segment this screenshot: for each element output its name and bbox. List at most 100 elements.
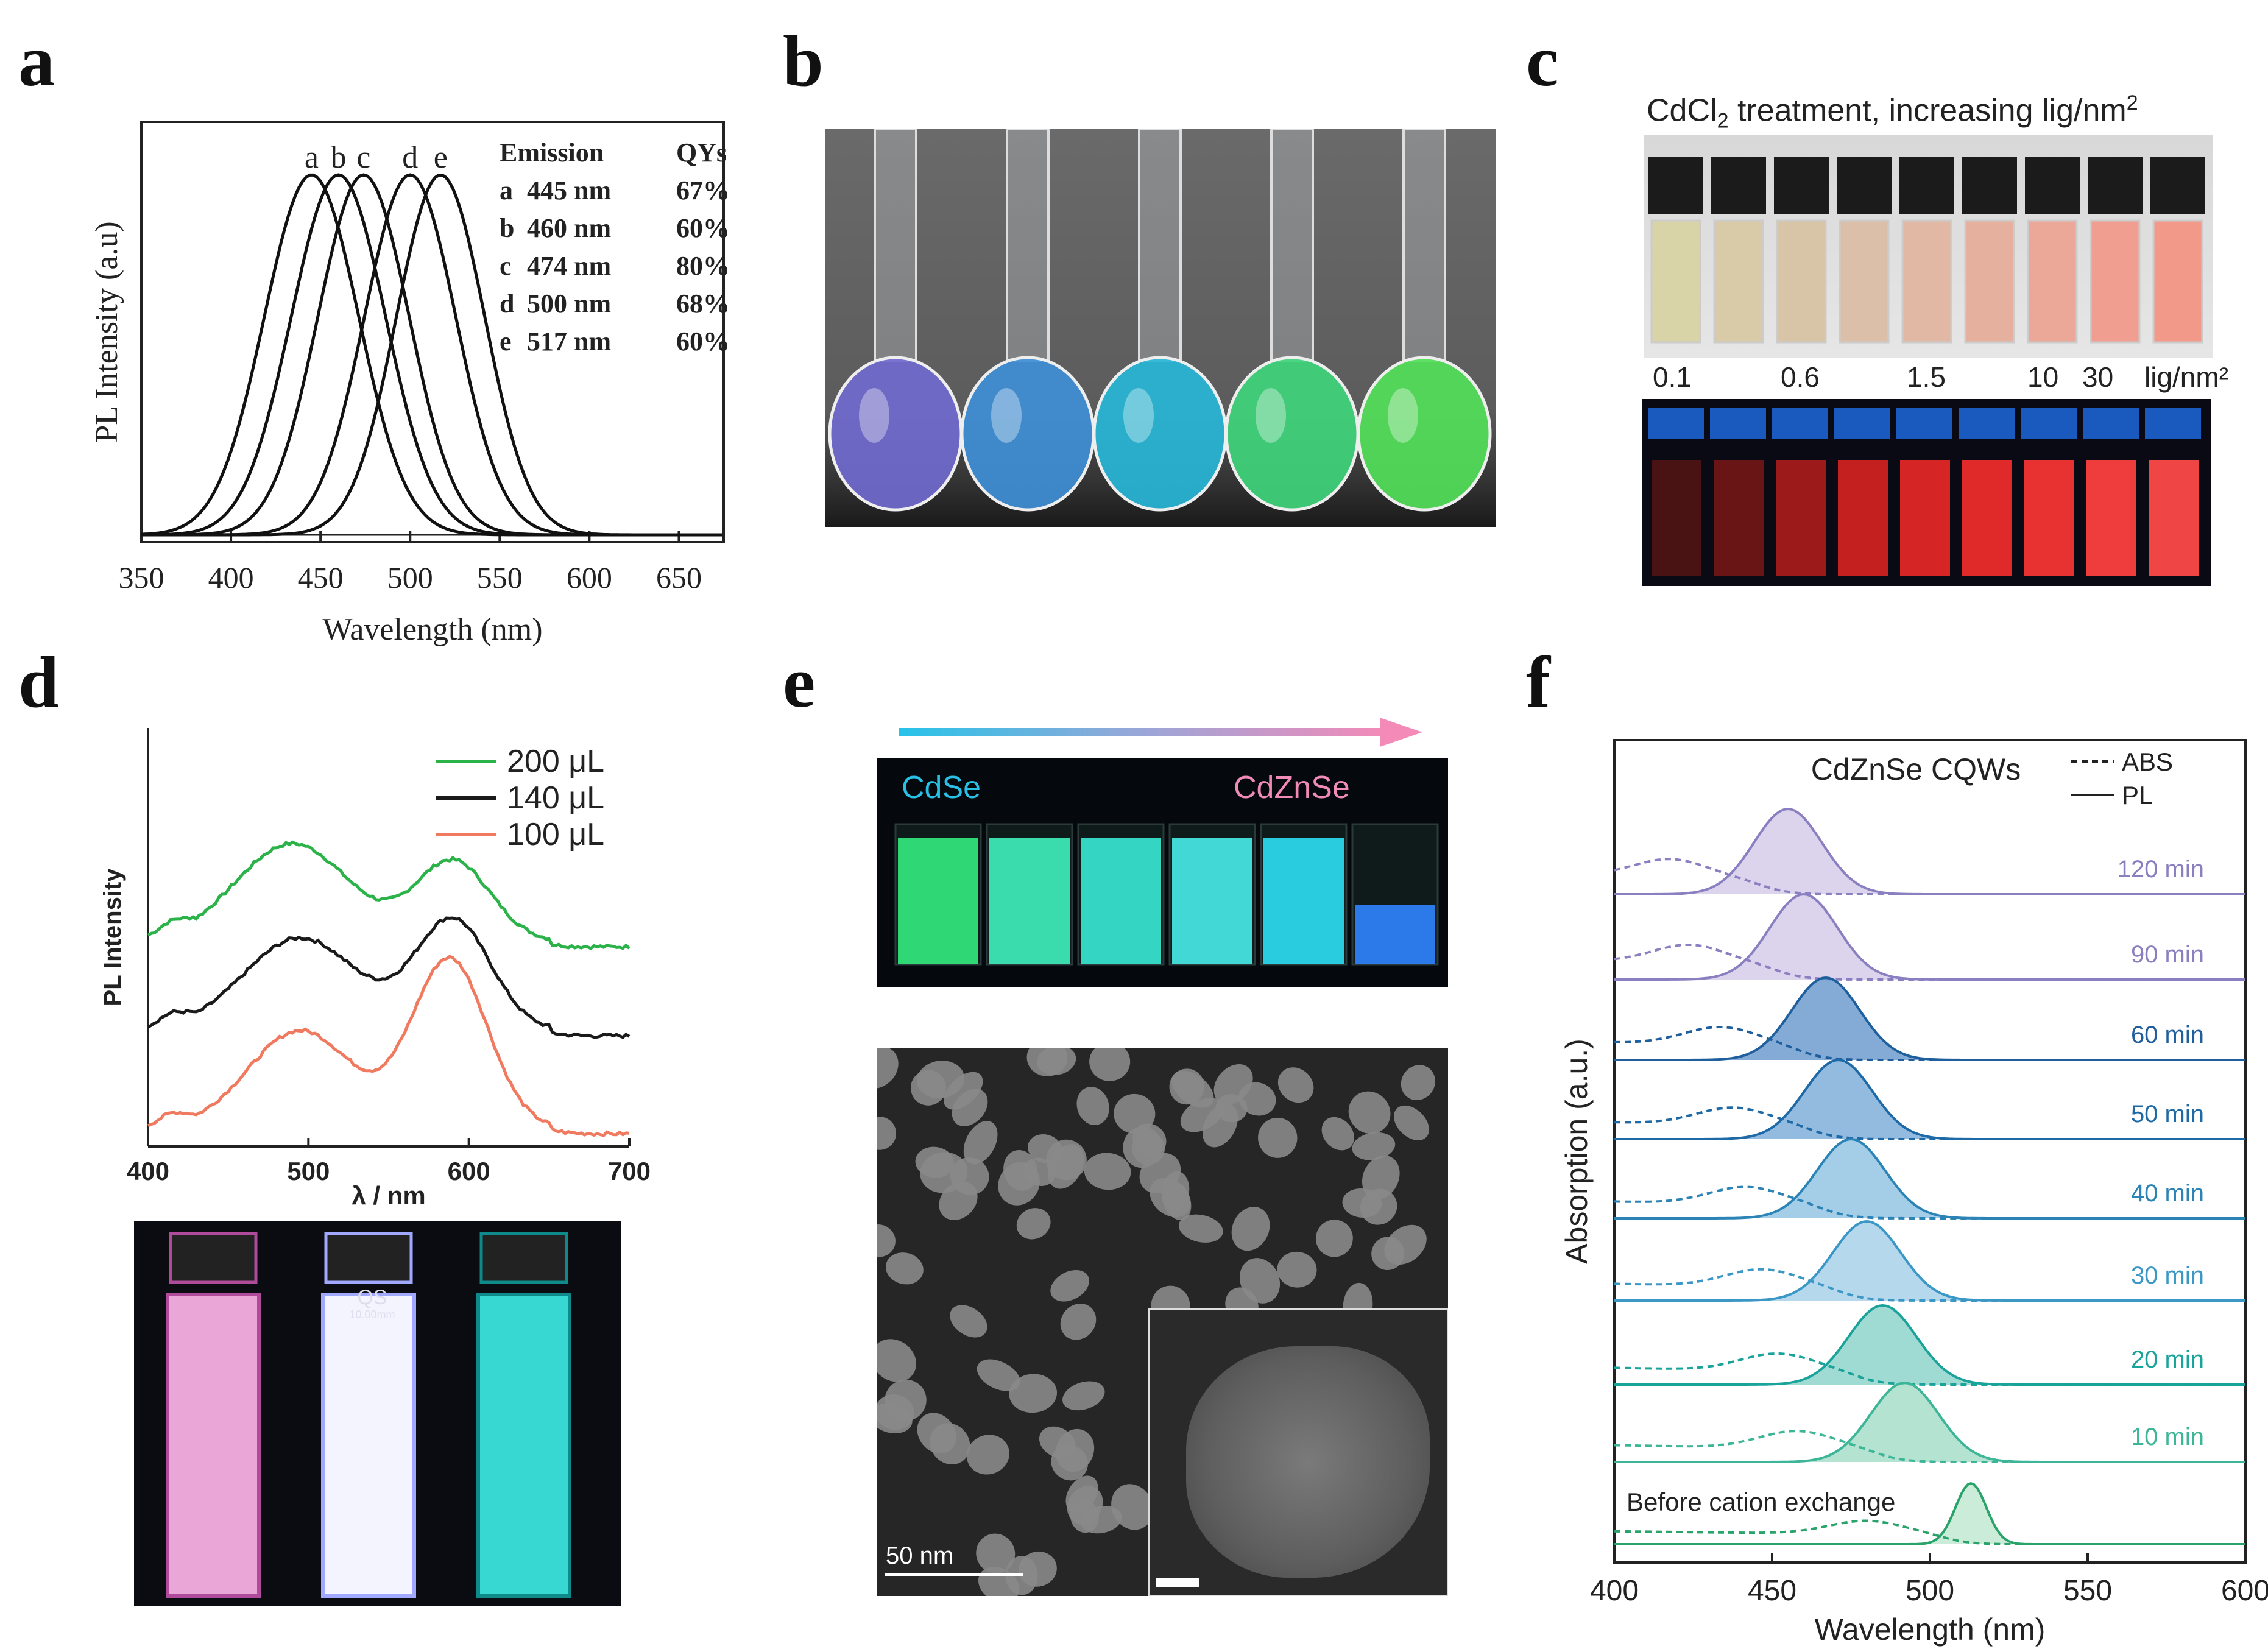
uv-cuvette-body: [1838, 460, 1888, 576]
nanoplatelet: [1239, 1258, 1281, 1304]
series-label-120 min: 120 min: [2118, 856, 2204, 883]
nanoplatelet: [1003, 1149, 1038, 1191]
nanoplatelet: [1178, 1214, 1223, 1243]
panel-label-e: e: [783, 641, 816, 722]
cuvette-cap: [1962, 157, 2017, 214]
nanoplatelet: [1315, 1220, 1353, 1257]
legend-label-140 μL: 140 μL: [507, 780, 604, 816]
panel-label-f: f: [1526, 641, 1550, 722]
peak-label-b: b: [331, 140, 347, 175]
cuvette-cap: [1711, 157, 1766, 214]
nanoplatelet: [944, 1072, 983, 1110]
flask-neck: [1270, 129, 1314, 362]
table-header-emission: Emission: [500, 138, 604, 168]
cuvette-body: [2152, 219, 2203, 344]
nanoplatelet: [976, 1533, 1016, 1573]
table-row-emission: 445 nm: [527, 175, 611, 205]
y-axis-label-f: Absorption (a.u.): [1560, 1039, 1594, 1264]
pl-fill-90 min: [1614, 894, 2245, 980]
series-label-60 min: 60 min: [2131, 1022, 2204, 1048]
cuvette-label-sub: 10.00mm: [349, 1308, 395, 1321]
x-tick-label-f: 450: [1748, 1575, 1796, 1607]
cuvette-label-qs: QS: [357, 1286, 387, 1309]
table-header-qys: QYs: [676, 138, 727, 168]
uv-cuvette-body: [2149, 460, 2199, 576]
abs-curve-60 min: [1614, 1026, 2245, 1061]
vial-liquid: [898, 838, 978, 964]
cuvette-label: QS 10.00mm: [336, 1287, 408, 1320]
uv-cuvette-cap: [2083, 408, 2139, 439]
x-tick-label-a: 500: [387, 560, 433, 595]
nanoplatelet: [877, 1339, 917, 1382]
nanoplatelet: [916, 1061, 965, 1098]
table-row-qy: 68%: [676, 289, 730, 319]
cuvette-cap: [2025, 157, 2080, 214]
cuvette-cap: [1774, 157, 1829, 214]
cuvette-body: [1713, 219, 1764, 344]
abs-curve-30 min: [1614, 1268, 2245, 1302]
tem-scale-label: 50 nm: [886, 1542, 954, 1569]
nanoplatelet: [1046, 1139, 1087, 1181]
series-label-90 min: 90 min: [2131, 941, 2204, 968]
abs-curve-120 min: [1614, 858, 2245, 895]
x-axis-label-f: Wavelength (nm): [1815, 1612, 2046, 1647]
label-cdse: CdSe: [902, 770, 981, 805]
table-row-letter: b: [500, 213, 514, 243]
cuvette-cap-d: [169, 1232, 258, 1284]
cuvette-body: [1901, 219, 1952, 344]
cuvettes-uv-photo: [1642, 399, 2211, 586]
panel-c-caption: CdCl2 treatment, increasing lig/nm2: [1647, 91, 2138, 133]
series-label-40 min: 40 min: [2131, 1180, 2204, 1207]
uv-cuvette-cap: [2145, 408, 2201, 439]
tem-image: 50 nm: [877, 1048, 1448, 1596]
nanoplatelet: [915, 1146, 955, 1178]
abs-curve-10 min: [1614, 1430, 2245, 1463]
series-label-Before cation exchange: Before cation exchange: [1627, 1488, 1895, 1516]
panel-label-b: b: [783, 20, 824, 101]
pl-fill-120 min: [1614, 809, 2245, 894]
x-tick-label-f: 550: [2063, 1575, 2112, 1607]
caption-sup: 2: [2126, 91, 2138, 115]
cuvette-body: [1839, 219, 1890, 344]
vial-liquid: [1263, 838, 1344, 964]
vial-liquid: [989, 838, 1070, 964]
panel-label-a: a: [18, 20, 55, 101]
inset-particle: [1186, 1346, 1430, 1578]
table-row-qy: 60%: [676, 327, 730, 356]
nanoplatelet: [1114, 1093, 1156, 1134]
cuvette-body-d: [166, 1293, 261, 1598]
uv-cuvette-body: [1900, 460, 1950, 576]
nanoplatelet: [939, 1181, 978, 1220]
nanoplatelet: [1065, 1475, 1098, 1514]
nanoplatelet: [1258, 1117, 1298, 1158]
tem-inset: [1148, 1308, 1448, 1596]
uv-cuvette-body: [2024, 460, 2074, 576]
uv-cuvette-body: [1652, 460, 1701, 576]
peak-label-c: c: [356, 140, 370, 175]
nanoplatelet: [1169, 1068, 1204, 1105]
x-tick-label-a: 400: [208, 560, 254, 595]
table-row-qy: 67%: [676, 175, 730, 205]
cuvette-body-d: [476, 1293, 571, 1598]
table-row-emission: 460 nm: [527, 213, 611, 243]
cuvette-body: [2027, 219, 2078, 344]
nanoplatelet: [1348, 1091, 1391, 1134]
tick-0.6: 0.6: [1781, 361, 1820, 393]
table-row-letter: e: [500, 327, 512, 356]
nanoplatelet: [1384, 1224, 1427, 1265]
pl-curve-200 μL: [147, 840, 631, 950]
nanoplatelet: [1080, 1506, 1122, 1534]
legend-label-100 μL: 100 μL: [507, 817, 604, 852]
uv-cuvette-cap: [1772, 408, 1828, 439]
table-row-emission: 500 nm: [527, 289, 611, 319]
x-tick-label-a: 550: [477, 560, 523, 595]
abs-curve-20 min: [1614, 1352, 2245, 1386]
panel-label-d: d: [18, 641, 59, 722]
nanoplatelet: [1019, 1551, 1057, 1587]
uv-cuvette-body: [1962, 460, 2012, 576]
uv-cuvette-cap: [2021, 408, 2077, 439]
chart-a: 350 400 450 500 550 600 650 Wavelength (nm) PL I…: [90, 121, 730, 647]
series-label-20 min: 20 min: [2131, 1346, 2204, 1373]
abs-curve-40 min: [1614, 1185, 2245, 1220]
